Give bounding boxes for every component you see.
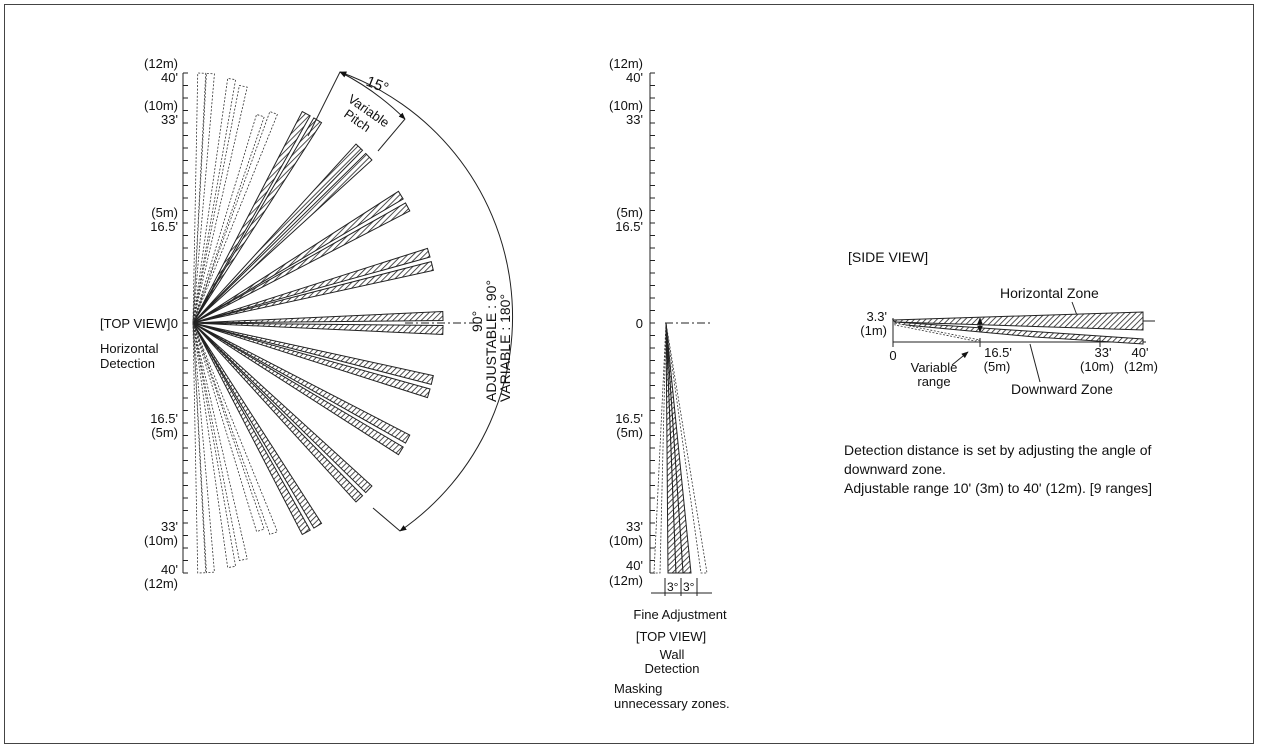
left-scale-40ft-lower: 40' <box>161 562 178 577</box>
tick-16-m-label: (5m) <box>984 359 1011 374</box>
masked-zone <box>192 322 278 536</box>
adjustable-label: ADJUSTABLE : 90° <box>483 280 499 402</box>
tick-16-ft-label: 16.5' <box>984 345 1012 360</box>
left-scale-16ft-lower: 16.5' <box>150 411 178 426</box>
ninety-degree-label: 90° <box>469 311 485 332</box>
masked-zone <box>192 322 207 574</box>
variable-label: VARIABLE : 180° <box>497 294 513 402</box>
masked-zone <box>192 322 265 533</box>
left-scale-5m: (5m) <box>151 205 178 220</box>
wall-zone-masked-right <box>665 322 708 574</box>
left-scale-12m-lower: (12m) <box>144 576 178 591</box>
masking-label-2: unnecessary zones. <box>614 696 730 711</box>
mid-scale-12m-lower: (12m) <box>609 573 643 588</box>
side-view-title: [SIDE VIEW] <box>848 249 928 265</box>
downward-zone-label: Downward Zone <box>1011 381 1113 397</box>
height-m-label: (1m) <box>860 323 887 338</box>
tick-40-m-label: (12m) <box>1124 359 1158 374</box>
horizontal-zone <box>891 311 1144 331</box>
adjustable-arc <box>339 71 514 532</box>
masked-zone <box>192 322 237 569</box>
left-scale-10m-lower: (10m) <box>144 533 178 548</box>
masked-zone <box>192 72 207 324</box>
left-scale-16ft: 16.5' <box>150 219 178 234</box>
tick-33-ft-label: 33' <box>1095 345 1112 360</box>
variable-range-arrow <box>951 351 969 366</box>
masked-zone <box>192 322 215 574</box>
pitch-leader-left <box>307 71 341 137</box>
mid-scale-16ft: 16.5' <box>615 219 643 234</box>
mid-scale-10m-lower: (10m) <box>609 533 643 548</box>
fine-angle-left: 3° <box>667 580 679 594</box>
variable-range-label-2: range <box>917 374 950 389</box>
detection-zone <box>192 322 311 536</box>
left-scale-33ft-lower: 33' <box>161 519 178 534</box>
masked-zone <box>192 113 265 324</box>
masked-zone <box>192 322 248 562</box>
downward-zone-leader <box>1029 343 1041 383</box>
diagram-frame <box>4 4 1254 744</box>
detection-zone <box>192 110 311 324</box>
detection-label: Detection <box>100 356 155 371</box>
fine-adjustment-label: Fine Adjustment <box>633 607 727 622</box>
mid-scale-33ft-lower: 33' <box>626 519 643 534</box>
mid-scale-zero: 0 <box>636 316 643 331</box>
wall-label: Wall <box>660 647 685 662</box>
wall-zone-masked-left <box>653 322 667 574</box>
side-view: [SIDE VIEW] Horizontal Zone 3.3' (1m) 0 … <box>848 249 1158 397</box>
horizontal-top-view: (12m) 40' (10m) 33' (5m) 16.5' 0 16.5' (… <box>100 56 514 591</box>
mid-scale-40ft: 40' <box>626 70 643 85</box>
wall-detection-label: Detection <box>645 661 700 676</box>
horizontal-label: Horizontal <box>100 341 159 356</box>
wall-top-view-label: [TOP VIEW] <box>636 629 706 644</box>
note-line-1: Detection distance is set by adjusting t… <box>844 442 1152 458</box>
wall-zone-3 <box>665 322 684 574</box>
left-scale-10m: (10m) <box>144 98 178 113</box>
wall-top-view: (12m) 40' (10m) 33' (5m) 16.5' 0 16.5' (… <box>609 56 730 711</box>
mid-scale-10m: (10m) <box>609 98 643 113</box>
height-ft-label: 3.3' <box>866 309 887 324</box>
left-scale-ticks <box>183 72 188 574</box>
left-scale-40ft: 40' <box>161 70 178 85</box>
mid-scale-12m: (12m) <box>609 56 643 71</box>
masked-zone <box>192 72 215 324</box>
mid-scale-16ft-lower: 16.5' <box>615 411 643 426</box>
masked-zone <box>192 77 237 324</box>
top-view-label: [TOP VIEW] <box>100 316 170 331</box>
pitch-leader-right <box>377 118 406 152</box>
variable-range-label-1: Variable <box>911 360 958 375</box>
mid-scale-5m: (5m) <box>616 205 643 220</box>
mid-scale-33ft: 33' <box>626 112 643 127</box>
left-scale-5m-lower: (5m) <box>151 425 178 440</box>
detection-zone <box>192 322 323 529</box>
note-line-3: Adjustable range 10' (3m) to 40' (12m). … <box>844 480 1153 496</box>
mid-scale-5m-lower: (5m) <box>616 425 643 440</box>
mid-scale-40ft-lower: 40' <box>626 558 643 573</box>
pitch-arc <box>339 71 406 120</box>
left-scale-33ft: 33' <box>161 112 178 127</box>
detection-zone-fan <box>192 72 444 574</box>
variable-zone <box>894 322 981 342</box>
detection-zone <box>192 117 323 324</box>
note-line-2: downward zone. <box>844 461 946 477</box>
masking-label-1: Masking <box>614 681 662 696</box>
masked-zone <box>192 84 248 324</box>
left-scale-12m: (12m) <box>144 56 178 71</box>
middle-scale-ticks <box>650 72 655 574</box>
side-zero-label: 0 <box>889 348 896 363</box>
tick-33-m-label: (10m) <box>1080 359 1114 374</box>
detection-note: Detection distance is set by adjusting t… <box>844 441 1224 498</box>
horizontal-zone-label: Horizontal Zone <box>1000 285 1099 301</box>
arc-end-tick <box>372 507 401 532</box>
fine-angle-right: 3° <box>683 580 695 594</box>
tick-40-ft-label: 40' <box>1132 345 1149 360</box>
left-scale-zero: 0 <box>171 316 178 331</box>
masked-zone <box>192 110 278 324</box>
